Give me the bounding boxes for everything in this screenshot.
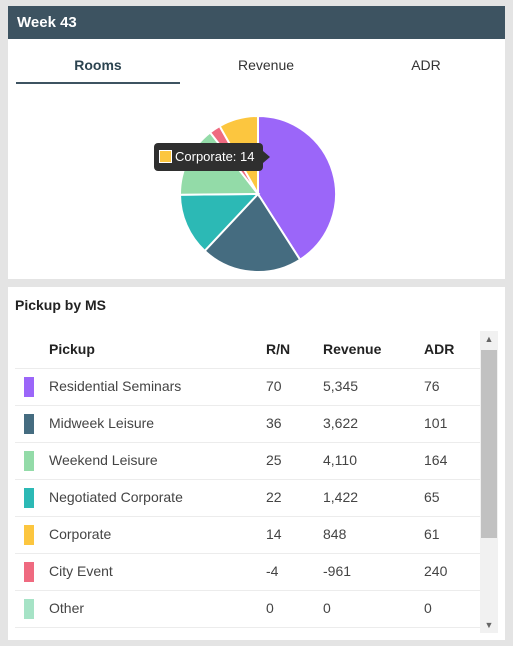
segment-name: Other [49, 600, 85, 616]
tab-rooms[interactable]: Rooms [74, 57, 122, 73]
rn-value: 14 [266, 526, 282, 542]
revenue-value: -961 [323, 563, 352, 579]
adr-value: 65 [424, 489, 440, 505]
pickup-title: Pickup by MS [15, 297, 107, 313]
adr-value: 61 [424, 526, 440, 542]
segment-name: Midweek Leisure [49, 415, 155, 431]
rn-value: 36 [266, 415, 282, 431]
tooltip-text: Corporate: 14 [175, 149, 255, 164]
table-row[interactable]: Residential Seminars 70 5,345 76 [15, 368, 480, 406]
tooltip-color-swatch [159, 150, 172, 163]
segment-color-swatch [24, 414, 34, 434]
header-adr[interactable]: ADR [424, 341, 455, 357]
pickup-table: Pickup R/N Revenue ADR Residential Semin… [15, 331, 480, 633]
tab-bar: Rooms Revenue ADR [8, 39, 505, 91]
revenue-value: 0 [323, 600, 331, 616]
rn-value: 22 [266, 489, 282, 505]
tab-revenue[interactable]: Revenue [237, 57, 295, 73]
revenue-value: 848 [323, 526, 347, 542]
scroll-up-arrow-icon[interactable]: ▲ [484, 334, 494, 344]
segment-color-swatch [24, 525, 34, 545]
revenue-value: 4,110 [323, 452, 357, 468]
week-card: Week 43 Rooms Revenue ADR Corporate: 14 [8, 6, 505, 279]
table-row[interactable]: Midweek Leisure 36 3,622 101 [15, 405, 480, 443]
table-row[interactable]: Corporate 14 848 61 [15, 516, 480, 554]
pie-slice-midweek-leisure[interactable] [203, 192, 302, 273]
segment-color-swatch [24, 377, 34, 397]
pie-slice-negotiated-corporate[interactable] [178, 192, 261, 253]
table-row[interactable]: City Event -4 -961 240 [15, 553, 480, 591]
segment-name: Corporate [49, 526, 112, 542]
adr-value: 76 [424, 378, 440, 394]
segment-color-swatch [24, 562, 34, 582]
table-row[interactable]: Negotiated Corporate 22 1,422 65 [15, 479, 480, 517]
segment-name: City Event [49, 563, 113, 579]
pickup-card: Pickup by MS Pickup R/N Revenue ADR Resi… [8, 287, 505, 640]
tab-adr[interactable]: ADR [411, 57, 441, 73]
adr-value: 101 [424, 415, 448, 431]
chart-tooltip: Corporate: 14 [154, 143, 269, 171]
table-row[interactable]: Weekend Leisure 25 4,110 164 [15, 442, 480, 480]
scroll-thumb[interactable] [481, 350, 497, 538]
header-pickup[interactable]: Pickup [49, 341, 95, 357]
adr-value: 240 [424, 563, 448, 579]
revenue-value: 3,622 [323, 415, 359, 431]
table-scrollbar[interactable]: ▲ ▼ [480, 331, 498, 633]
revenue-value: 5,345 [323, 378, 359, 394]
rn-value: 25 [266, 452, 282, 468]
segment-name: Residential Seminars [49, 378, 182, 394]
adr-value: 0 [424, 600, 432, 616]
header-revenue[interactable]: Revenue [323, 341, 382, 357]
week-card-title: Week 43 [8, 6, 505, 39]
table-row[interactable]: Other 0 0 0 [15, 590, 480, 628]
active-tab-indicator [16, 82, 180, 84]
segment-color-swatch [24, 488, 34, 508]
scroll-down-arrow-icon[interactable]: ▼ [484, 620, 494, 630]
rn-value: 70 [266, 378, 282, 394]
segment-color-swatch [24, 451, 34, 471]
adr-value: 164 [424, 452, 448, 468]
revenue-value: 1,422 [323, 489, 359, 505]
table-header-row: Pickup R/N Revenue ADR [15, 331, 480, 369]
rn-value: -4 [266, 563, 279, 579]
segment-name: Weekend Leisure [49, 452, 158, 468]
segment-name: Negotiated Corporate [49, 489, 183, 505]
segment-color-swatch [24, 599, 34, 619]
rn-value: 0 [266, 600, 274, 616]
header-rn[interactable]: R/N [266, 341, 291, 357]
rooms-pie-chart [178, 114, 337, 273]
